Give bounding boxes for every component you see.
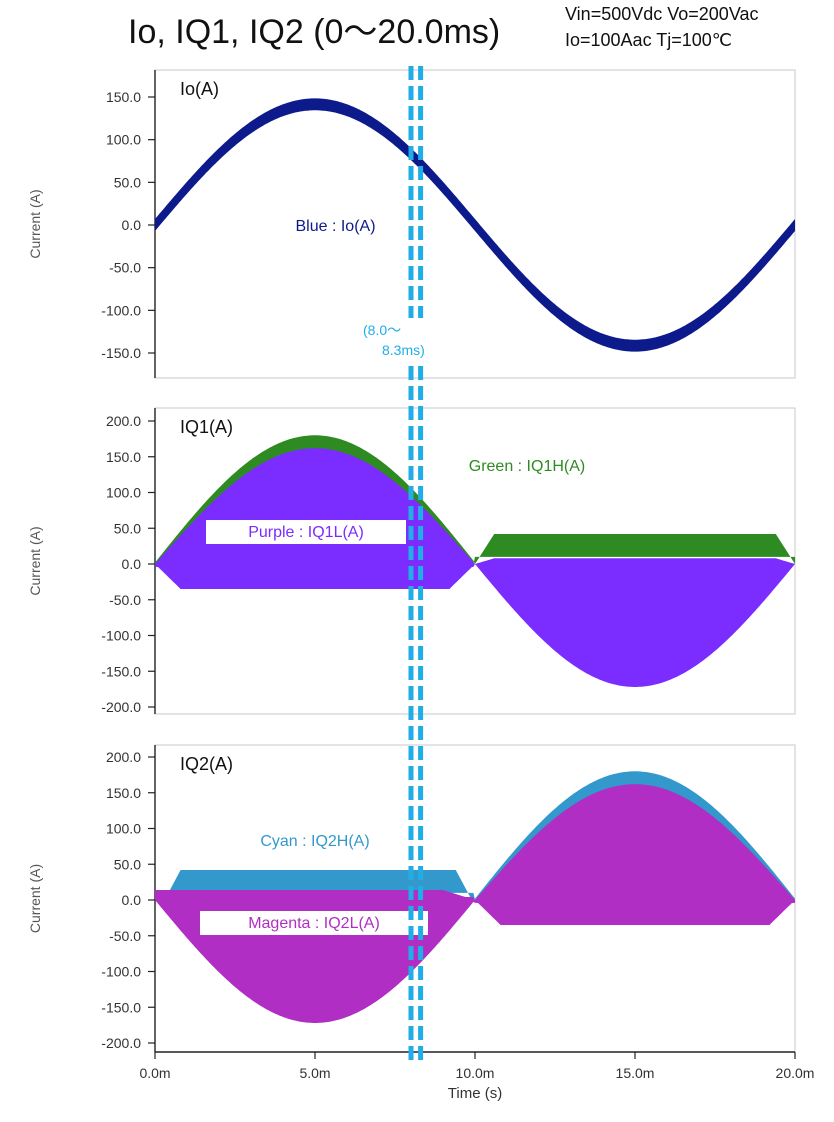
io-waveform bbox=[155, 98, 795, 352]
marker-label-box bbox=[345, 318, 480, 362]
iq1-panel: 200.0 150.0 100.0 50.0 0.0 -50.0 -100.0 -150.0 -… bbox=[27, 407, 796, 715]
series-legend-label: Purple : IQ1L(A) bbox=[248, 524, 364, 541]
y-tick-label: 50.0 bbox=[114, 856, 141, 872]
chart-title: Io, IQ1, IQ2 (0～20.0ms) bbox=[128, 13, 501, 51]
y-axis-label: Current (A) bbox=[27, 864, 43, 933]
x-tick-label: 5.0m bbox=[299, 1065, 330, 1081]
y-tick-label: -150.0 bbox=[101, 999, 141, 1015]
y-tick-label: -200.0 bbox=[101, 1035, 141, 1051]
y-tick-label: -100.0 bbox=[101, 964, 141, 980]
legend-box bbox=[200, 911, 428, 935]
conditions-line-2: Io=100Aac Tj=100℃ bbox=[565, 30, 733, 50]
marker-label-line-1: (8.0～ bbox=[363, 322, 401, 338]
conditions-line-1: Vin=500Vdc Vo=200Vac bbox=[565, 4, 759, 24]
y-tick-label: 200.0 bbox=[106, 749, 141, 765]
y-tick-label: -200.0 bbox=[101, 699, 141, 715]
x-tick-label: 20.0m bbox=[776, 1065, 815, 1081]
x-tick-label: 15.0m bbox=[616, 1065, 655, 1081]
series-legend-label: Green : IQ1H(A) bbox=[469, 458, 585, 475]
y-tick-label: 0.0 bbox=[122, 892, 142, 908]
y-tick-label: -50.0 bbox=[109, 592, 141, 608]
series-legend-label: Blue : Io(A) bbox=[295, 218, 375, 235]
marker-label-line-2: 8.3ms) bbox=[382, 342, 425, 358]
series-legend-label: Magenta : IQ2L(A) bbox=[248, 915, 380, 932]
time-marker: (8.0～ 8.3ms) bbox=[345, 66, 480, 1060]
y-tick-label: -100.0 bbox=[101, 302, 141, 318]
y-tick-label: -100.0 bbox=[101, 628, 141, 644]
y-tick-label: 50.0 bbox=[114, 520, 141, 536]
y-tick-label: -150.0 bbox=[101, 345, 141, 361]
y-tick-label: 100.0 bbox=[106, 485, 141, 501]
y-tick-label: 0.0 bbox=[122, 556, 142, 572]
y-tick-label: 100.0 bbox=[106, 821, 141, 837]
y-tick-label: -150.0 bbox=[101, 663, 141, 679]
x-axis: 0.0m 5.0m 10.0m 15.0m 20.0m Time (s) bbox=[139, 1051, 815, 1102]
y-tick-label: 200.0 bbox=[106, 413, 141, 429]
y-tick-label: 100.0 bbox=[106, 132, 141, 148]
panel-label: Io(A) bbox=[180, 79, 219, 99]
iq2l-waveform bbox=[155, 784, 795, 1023]
iq1l-waveform bbox=[155, 448, 795, 687]
y-tick-label: 150.0 bbox=[106, 449, 141, 465]
x-tick-label: 0.0m bbox=[139, 1065, 170, 1081]
y-tick-label: 150.0 bbox=[106, 89, 141, 105]
y-tick-label: -50.0 bbox=[109, 928, 141, 944]
y-axis-label: Current (A) bbox=[27, 526, 43, 595]
panel-label: IQ2(A) bbox=[180, 754, 233, 774]
iq2-panel: 200.0 150.0 100.0 50.0 0.0 -50.0 -100.0 -150.0 -… bbox=[27, 744, 796, 1053]
series-legend-label: Cyan : IQ2H(A) bbox=[260, 833, 369, 850]
y-tick-label: 0.0 bbox=[122, 217, 142, 233]
y-tick-label: 150.0 bbox=[106, 785, 141, 801]
y-axis-label: Current (A) bbox=[27, 189, 43, 258]
y-tick-label: -50.0 bbox=[109, 260, 141, 276]
panel-label: IQ1(A) bbox=[180, 417, 233, 437]
io-panel: 150.0 100.0 50.0 0.0 -50.0 -100.0 -150.0 Curren… bbox=[27, 69, 796, 379]
y-tick-label: 50.0 bbox=[114, 174, 141, 190]
x-tick-label: 10.0m bbox=[456, 1065, 495, 1081]
legend-box bbox=[206, 520, 406, 544]
legend-box bbox=[268, 214, 403, 238]
x-axis-label: Time (s) bbox=[448, 1085, 502, 1102]
